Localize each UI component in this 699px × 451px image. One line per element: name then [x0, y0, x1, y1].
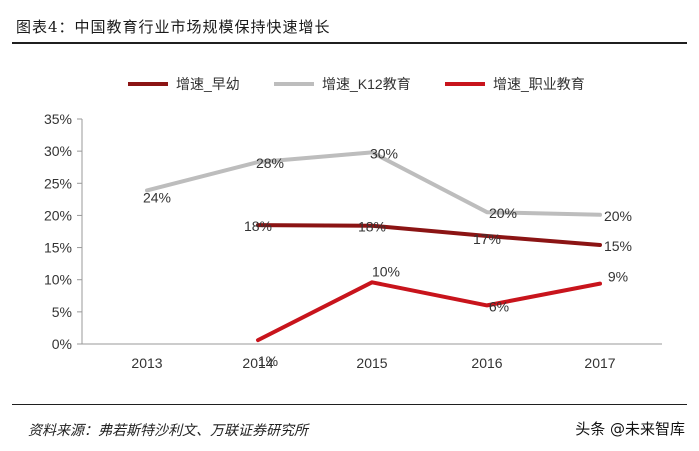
y-tick-label: 20%	[44, 207, 72, 223]
data-labels: 18% 18% 17% 15% 24% 28% 30% 20% 20% 1% 10% 6% 9%	[143, 145, 632, 369]
y-tick-label: 5%	[52, 304, 72, 320]
data-label: 15%	[604, 238, 632, 254]
x-axis: 2013 2014 2015 2016 2017	[82, 343, 662, 371]
series-line	[256, 223, 602, 247]
y-tick-label: 10%	[44, 272, 72, 288]
x-tick-label: 2014	[242, 355, 273, 371]
data-label: 6%	[489, 298, 509, 314]
y-tick-label: 35%	[44, 111, 72, 127]
data-label: 10%	[372, 263, 400, 279]
data-label: 18%	[358, 219, 386, 235]
x-tick-label: 2013	[131, 355, 162, 371]
y-tick-label: 0%	[52, 336, 72, 352]
y-tick-label: 15%	[44, 240, 72, 256]
data-label: 17%	[473, 231, 501, 247]
watermark-text: 头条 @未来智库	[575, 420, 685, 438]
series-lines	[145, 150, 602, 343]
y-tick-label: 30%	[44, 143, 72, 159]
data-label: 30%	[370, 145, 398, 161]
line-chart: 增速_早幼 增速_K12教育 增速_职业教育 35% 30% 25% 20% 15% 10% 5…	[44, 76, 662, 371]
y-tick-label: 25%	[44, 175, 72, 191]
chart-title: 图表4：中国教育行业市场规模保持快速增长	[16, 18, 331, 36]
legend-label: 增速_K12教育	[322, 76, 411, 92]
x-tick-label: 2017	[584, 355, 615, 371]
data-label: 20%	[604, 208, 632, 224]
data-label: 24%	[143, 189, 171, 205]
x-tick-label: 2015	[356, 355, 387, 371]
legend-label: 增速_职业教育	[493, 76, 585, 92]
source-divider	[12, 404, 687, 405]
data-label: 9%	[608, 269, 628, 285]
series-line	[256, 280, 602, 343]
data-label: 20%	[489, 205, 517, 221]
x-tick-label: 2016	[471, 355, 502, 371]
series-line	[145, 150, 602, 217]
legend-label: 增速_早幼	[176, 76, 240, 92]
data-label: 1%	[258, 353, 278, 369]
title-bar: 图表4：中国教育行业市场规模保持快速增长	[12, 6, 687, 44]
data-label: 28%	[256, 155, 284, 171]
y-axis: 35% 30% 25% 20% 15% 10% 5% 0%	[44, 111, 83, 352]
source-note: 资料来源：弗若斯特沙利文、万联证券研究所	[28, 423, 308, 439]
legend: 增速_早幼 增速_K12教育 增速_职业教育	[128, 76, 585, 92]
data-label: 18%	[244, 218, 272, 234]
